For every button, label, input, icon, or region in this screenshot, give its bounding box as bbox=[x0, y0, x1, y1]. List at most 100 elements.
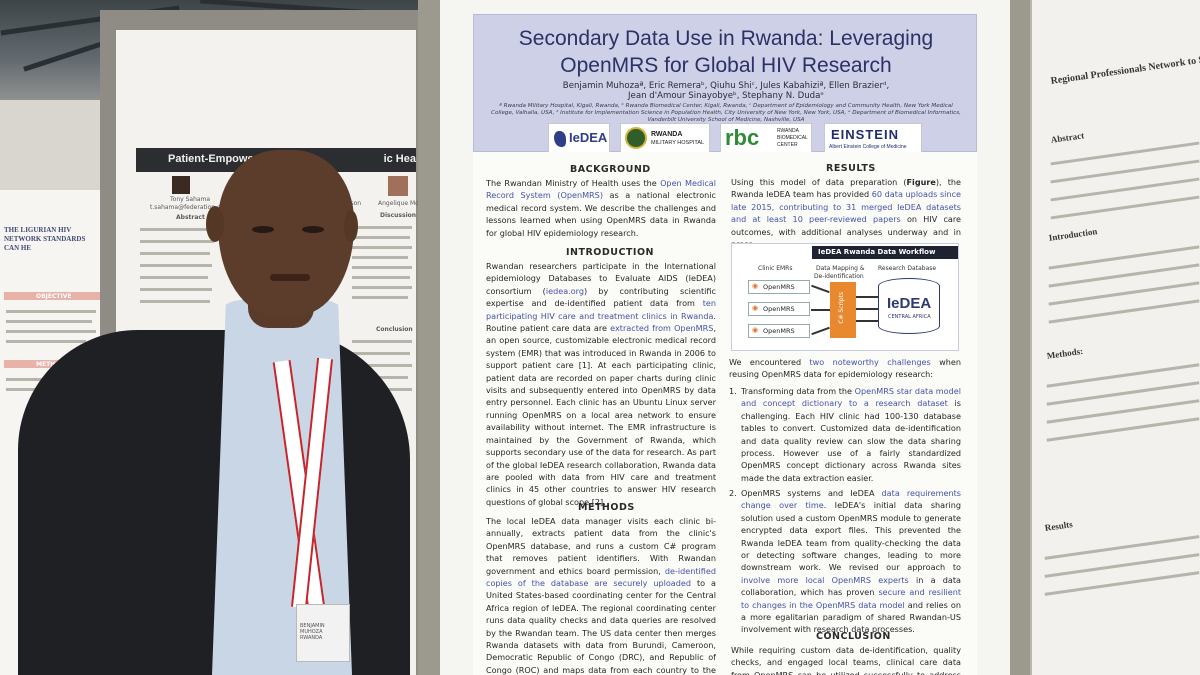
left-poster-text-line bbox=[352, 246, 412, 249]
far-left-text-line bbox=[6, 330, 96, 333]
main-poster-authors: Benjamin Muhozaª, Eric Remeraᵇ, Qiuhu Sh… bbox=[484, 81, 968, 101]
name-badge: BENJAMIN MUHOZA RWANDA bbox=[296, 604, 350, 662]
left-poster-text-line bbox=[140, 300, 210, 303]
far-left-text-line bbox=[6, 340, 86, 343]
far-left-objective: OBJECTIVE bbox=[36, 293, 72, 300]
left-poster-author-fragment: rson bbox=[348, 200, 362, 207]
results-heading: RESULTS bbox=[826, 163, 876, 174]
einstein-logo-sub: Albert Einstein College of Medicine bbox=[829, 144, 907, 150]
main-poster-authors-line-2: Jean d'Amour Sinayobyeᵇ, Stephany N. Dud… bbox=[628, 91, 824, 101]
left-poster-text-line bbox=[352, 256, 408, 259]
diagram-db-sub: CENTRAL AFRICA bbox=[888, 314, 931, 320]
left-poster-text-line bbox=[352, 236, 410, 239]
diagram-arrow bbox=[856, 296, 878, 298]
left-poster-text-line bbox=[140, 228, 210, 231]
background-text: The Rwandan Ministry of Health uses the … bbox=[486, 178, 716, 238]
results-text: Using this model of data preparation (Fi… bbox=[731, 177, 961, 249]
diagram-arrow bbox=[811, 284, 830, 293]
diagram-title: IeDEA Rwanda Data Workflow bbox=[812, 246, 958, 259]
far-left-text-line bbox=[6, 310, 96, 313]
far-left-section-band bbox=[4, 360, 100, 368]
rmh-logo-line-1: RWANDA bbox=[651, 131, 683, 138]
rbc-logo-sub-3: CENTER bbox=[777, 142, 798, 148]
methods-text: The local IeDEA data manager visits each… bbox=[486, 516, 716, 675]
data-workflow-diagram: IeDEA Rwanda Data Workflow Clinic EMRs D… bbox=[731, 243, 959, 351]
left-poster-text-line bbox=[352, 266, 412, 269]
introduction-text: Rwandan researchers participate in the I… bbox=[486, 261, 717, 507]
person-head bbox=[218, 150, 354, 316]
diagram-csharp-scripts: C# Scripts bbox=[830, 282, 856, 338]
main-poster-affiliations: ª Rwanda Military Hospital, Kigali, Rwan… bbox=[488, 103, 964, 124]
rmh-logo-line-2: MILITARY HOSPITAL bbox=[651, 140, 705, 146]
right-poster bbox=[1032, 0, 1200, 675]
left-poster-text-line bbox=[140, 288, 212, 291]
left-poster-author: Tony Sahama bbox=[170, 196, 211, 203]
methods-heading: METHODS bbox=[578, 502, 635, 513]
main-poster-banner: Secondary Data Use in Rwanda: Leveraging… bbox=[473, 14, 978, 153]
diagram-arrow bbox=[856, 308, 878, 310]
person-ear bbox=[206, 206, 224, 242]
person-eye bbox=[252, 226, 274, 233]
main-poster-title-line-2: OpenMRS for Global HIV Research bbox=[560, 54, 892, 77]
diagram-arrow bbox=[811, 309, 830, 311]
challenge-1-text: Transforming data from the OpenMRS star … bbox=[741, 386, 961, 483]
rwanda-military-hospital-logo: RWANDA MILITARY HOSPITAL bbox=[620, 123, 710, 153]
hospital-crest-icon bbox=[625, 127, 647, 149]
background-heading: BACKGROUND bbox=[570, 164, 651, 175]
left-poster-email: t.sahama@federation.edu.au bbox=[150, 204, 238, 211]
diagram-col-research-db: Research Database bbox=[878, 265, 937, 272]
diagram-arrow bbox=[811, 326, 830, 335]
diagram-col-mapping-line-1: Data Mapping & bbox=[816, 265, 865, 272]
diagram-emr-openmrs-2: OpenMRS bbox=[748, 302, 810, 316]
main-poster-affiliations-line-1: ª Rwanda Military Hospital, Kigali, Rwan… bbox=[499, 103, 953, 109]
left-poster-text-line bbox=[352, 296, 408, 299]
rbc-logo-sub-1: RWANDA bbox=[777, 128, 799, 134]
main-poster-title: Secondary Data Use in Rwanda: Leveraging… bbox=[474, 25, 978, 79]
challenge-1-number: 1. bbox=[729, 386, 737, 396]
left-poster-title: Patient-Empowe bbox=[168, 153, 254, 165]
challenge-2-number: 2. bbox=[729, 488, 737, 498]
person-ear bbox=[344, 210, 358, 242]
main-poster-body bbox=[473, 152, 977, 675]
conclusion-text: While requiring custom data de-identific… bbox=[731, 645, 961, 675]
left-poster-author-photo bbox=[172, 176, 190, 194]
left-poster-text-line bbox=[140, 276, 208, 279]
iedea-logo-text: IeDEA bbox=[569, 130, 608, 145]
main-poster-affiliations-line-2: College, Valhalla, USA, ᵈ Institute for … bbox=[491, 110, 961, 116]
left-poster-text-line bbox=[352, 286, 412, 289]
iedea-logo: IeDEA bbox=[548, 123, 610, 153]
left-poster-title-right: ic Health Record bbox=[383, 153, 416, 165]
diagram-col-mapping-line-2: De-identification bbox=[814, 273, 864, 280]
conclusion-heading: CONCLUSION bbox=[816, 631, 891, 642]
left-poster-text-line bbox=[352, 226, 412, 229]
left-poster-text-line bbox=[140, 240, 214, 243]
left-poster-author-3: Angelique Mcir bbox=[378, 200, 423, 207]
main-poster-title-line-1: Secondary Data Use in Rwanda: Leveraging bbox=[518, 27, 934, 50]
challenge-2-text: OpenMRS systems and IeDEA data requireme… bbox=[741, 488, 962, 635]
far-left-text-line bbox=[6, 320, 92, 323]
left-poster-text-line bbox=[352, 276, 410, 279]
diagram-research-database: IeDEA CENTRAL AFRICA bbox=[878, 278, 940, 334]
far-left-poster-title: THE LIGURIAN HIV NETWORK STANDARDS CAN H… bbox=[4, 226, 86, 252]
main-poster-affiliations-line-3: Vanderbilt University School of Medicine… bbox=[647, 117, 805, 123]
rbc-logo-sub-2: BIOMEDICAL bbox=[777, 135, 808, 141]
badge-name: BENJAMIN MUHOZA bbox=[300, 623, 325, 635]
africa-map-icon bbox=[554, 131, 566, 147]
diagram-emr-openmrs-3: OpenMRS bbox=[748, 324, 810, 338]
left-poster-conclusion-heading: Conclusion bbox=[376, 326, 413, 333]
einstein-logo: EINSTEIN Albert Einstein College of Medi… bbox=[824, 123, 922, 153]
left-poster-text-line bbox=[352, 364, 412, 367]
diagram-emr-openmrs-1: OpenMRS bbox=[748, 280, 810, 294]
left-poster-text-line bbox=[140, 252, 210, 255]
left-poster-text-line bbox=[352, 352, 410, 355]
left-poster-author-photo bbox=[388, 176, 408, 196]
diagram-col-clinic-emrs: Clinic EMRs bbox=[758, 265, 793, 272]
left-poster-text-line bbox=[140, 264, 212, 267]
rbc-logo: rbc RWANDA BIOMEDICAL CENTER bbox=[720, 123, 812, 153]
badge-org: RWANDA bbox=[300, 635, 323, 641]
introduction-heading: INTRODUCTION bbox=[566, 247, 654, 258]
einstein-logo-text: EINSTEIN bbox=[831, 127, 899, 142]
left-poster-abstract-heading: Abstract bbox=[176, 214, 205, 221]
diagram-db-name: IeDEA bbox=[887, 295, 932, 312]
diagram-script-label: C# Scripts bbox=[838, 292, 845, 324]
